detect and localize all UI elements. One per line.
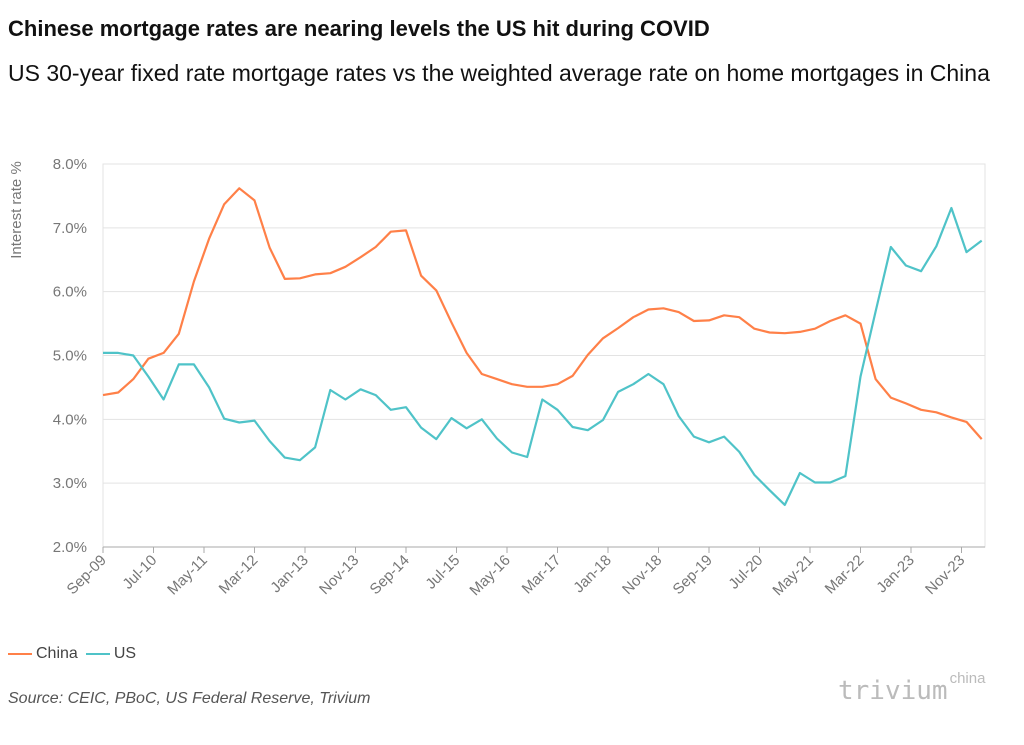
x-tick-label: Nov-18: [619, 552, 665, 598]
x-tick-label: May-21: [769, 552, 816, 599]
y-axis-label: Interest rate %: [8, 161, 25, 259]
legend-swatch-china: [8, 652, 32, 656]
y-tick-label: 6.0%: [53, 284, 87, 301]
y-tick-label: 5.0%: [53, 348, 87, 365]
x-tick-label: Mar-17: [519, 552, 565, 598]
legend: China US: [8, 645, 144, 663]
y-tick-label: 8.0%: [53, 156, 87, 173]
x-tick-label: May-16: [466, 552, 513, 599]
x-tick-label: Mar-12: [216, 552, 262, 598]
logo-text: trivium: [838, 676, 948, 706]
trivium-logo: trivium china: [838, 670, 985, 706]
y-tick-label: 7.0%: [53, 220, 87, 237]
series-line-china: [102, 187, 983, 440]
series-line-us: [103, 206, 983, 506]
x-tick-label: Sep-09: [64, 552, 110, 598]
legend-item-us: US: [85, 645, 137, 663]
y-tick-label: 2.0%: [53, 539, 87, 556]
chart-subtitle: US 30-year fixed rate mortgage rates vs …: [8, 60, 990, 86]
x-tick-label: Sep-14: [367, 552, 413, 598]
x-tick-label: Nov-13: [316, 552, 362, 598]
legend-item-china: China: [8, 645, 78, 663]
x-tick-label: Mar-22: [822, 552, 868, 598]
y-tick-label: 3.0%: [53, 475, 87, 492]
logo-sup: china: [949, 670, 986, 688]
x-tick-label: Jan-13: [267, 552, 311, 596]
x-tick-label: May-11: [164, 552, 211, 599]
chart-title: Chinese mortgage rates are nearing level…: [8, 16, 710, 41]
x-tick-label: Jan-23: [873, 552, 917, 596]
legend-label-china: China: [36, 645, 78, 662]
x-tick-label: Sep-19: [670, 552, 716, 598]
x-tick-label: Jul-20: [725, 552, 766, 593]
source-note: Source: CEIC, PBoC, US Federal Reserve, …: [8, 690, 371, 707]
legend-label-us: US: [113, 645, 137, 662]
legend-swatch-us: [85, 652, 110, 656]
x-tick-label: Jan-18: [570, 552, 614, 596]
x-tick-label: Jul-15: [422, 552, 463, 593]
y-tick-label: 4.0%: [53, 411, 87, 428]
x-tick-label: Nov-23: [922, 552, 968, 598]
x-tick-label: Jul-10: [119, 552, 160, 593]
